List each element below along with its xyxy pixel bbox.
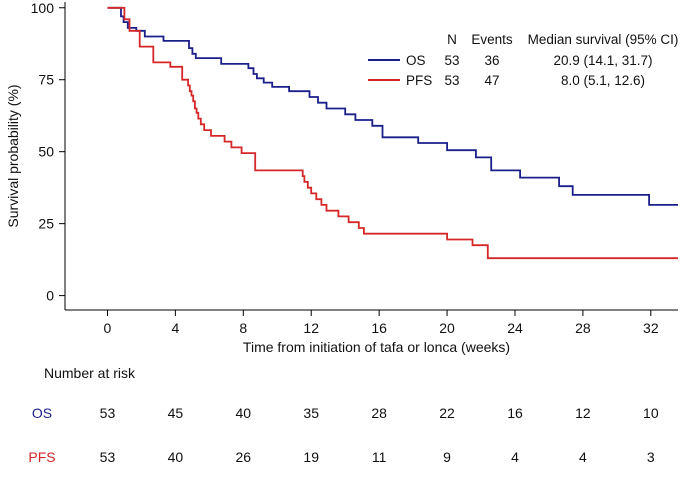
legend-label-os: OS <box>406 53 426 68</box>
risk-cell-os: 10 <box>643 405 659 421</box>
x-tick-label: 28 <box>575 320 591 336</box>
risk-cell-os: 35 <box>303 405 319 421</box>
x-tick-label: 16 <box>371 320 387 336</box>
x-tick-label: 12 <box>303 320 319 336</box>
y-tick-label: 100 <box>31 0 55 16</box>
y-axis-label: Survival probability (%) <box>5 84 21 227</box>
risk-cell-pfs: 3 <box>647 449 655 465</box>
x-tick-label: 20 <box>439 320 455 336</box>
risk-cell-os: 12 <box>575 405 591 421</box>
legend-header-median: Median survival (95% CI) <box>528 32 679 47</box>
y-tick-label: 50 <box>38 144 54 160</box>
risk-cell-os: 53 <box>100 405 116 421</box>
x-tick-label: 8 <box>239 320 247 336</box>
x-tick-label: 32 <box>643 320 659 336</box>
y-tick-label: 25 <box>38 216 54 232</box>
legend-median-pfs: 8.0 (5.1, 12.6) <box>561 73 645 88</box>
risk-cell-os: 16 <box>507 405 523 421</box>
series-line-pfs <box>107 6 678 260</box>
risk-cell-pfs: 11 <box>372 449 387 465</box>
risk-cell-pfs: 53 <box>100 449 116 465</box>
risk-cell-pfs: 4 <box>579 449 587 465</box>
legend-n-pfs: 53 <box>444 73 459 88</box>
risk-cell-pfs: 4 <box>511 449 519 465</box>
series-layer <box>107 6 678 260</box>
x-axis-label: Time from initiation of tafa or lonca (w… <box>243 339 510 355</box>
x-tick-label: 4 <box>171 320 179 336</box>
x-tick-label: 24 <box>507 320 523 336</box>
legend-label-pfs: PFS <box>406 73 432 88</box>
risk-cell-os: 22 <box>439 405 455 421</box>
risk-cell-pfs: 19 <box>303 449 319 465</box>
legend: N Events Median survival (95% CI) OS 53 36 20.… <box>368 32 678 88</box>
risk-cell-pfs: 26 <box>236 449 252 465</box>
risk-cell-os: 45 <box>168 405 184 421</box>
y-tick-label: 0 <box>46 288 54 304</box>
axes: 0 25 50 75 100 0 4 8 12 16 20 24 28 32 Time from initi… <box>5 0 678 355</box>
legend-events-pfs: 47 <box>484 73 499 88</box>
risk-table: Number at risk OS 53 45 40 35 28 22 16 12 10 PFS 53 4… <box>28 365 658 465</box>
risk-cell-pfs: 40 <box>168 449 184 465</box>
risk-table-title: Number at risk <box>44 365 136 381</box>
risk-cell-os: 40 <box>236 405 252 421</box>
legend-header-events: Events <box>471 32 513 47</box>
series-line-os <box>107 6 678 206</box>
risk-row-label-os: OS <box>32 405 52 421</box>
y-tick-label: 75 <box>38 72 54 88</box>
legend-n-os: 53 <box>444 53 459 68</box>
legend-median-os: 20.9 (14.1, 31.7) <box>553 53 652 68</box>
risk-row-label-pfs: PFS <box>28 449 55 465</box>
risk-cell-os: 28 <box>371 405 387 421</box>
risk-cell-pfs: 9 <box>443 449 451 465</box>
legend-header-n: N <box>447 32 457 47</box>
legend-events-os: 36 <box>484 53 499 68</box>
x-tick-label: 0 <box>104 320 112 336</box>
